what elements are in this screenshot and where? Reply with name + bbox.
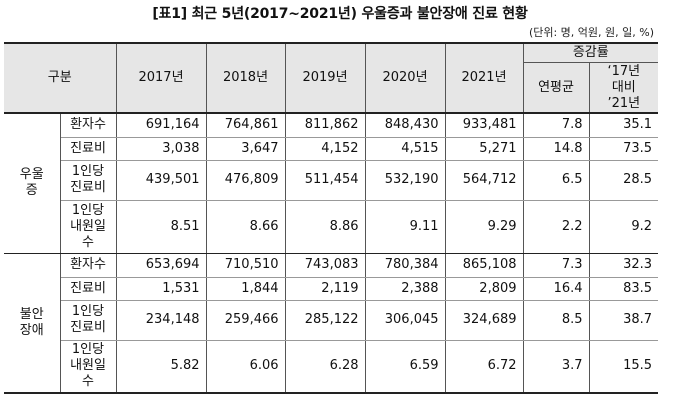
- cell-growth-avg: 14.8: [522, 137, 590, 161]
- cell-value: 6.06: [205, 340, 286, 394]
- table-row: 1인당 내원일 수 5.82 6.06 6.28 6.59 6.72 3.7 15.…: [4, 340, 659, 394]
- row-label: 진료비: [59, 277, 117, 301]
- cell-growth-avg: 7.3: [522, 253, 590, 278]
- cell-growth-compare: 15.5: [588, 340, 659, 394]
- cell-growth-compare: 9.2: [588, 200, 659, 254]
- cell-value: 3,038: [115, 137, 207, 161]
- cell-value: 691,164: [115, 113, 207, 138]
- cell-value: 234,148: [115, 300, 207, 341]
- row-label: 환자수: [59, 113, 117, 138]
- cell-value: 439,501: [115, 160, 207, 201]
- cell-value: 564,712: [444, 160, 524, 201]
- cell-growth-compare: 38.7: [588, 300, 659, 341]
- cell-growth-compare: 35.1: [588, 113, 659, 138]
- cell-value: 4,152: [284, 137, 366, 161]
- cell-value: 532,190: [364, 160, 446, 201]
- header-year: 2020년: [364, 42, 446, 114]
- cell-value: 9.11: [364, 200, 446, 254]
- cell-growth-compare: 83.5: [588, 277, 659, 301]
- row-label: 환자수: [59, 253, 117, 278]
- table-title: [표1] 최근 5년(2017~2021년) 우울증과 불안장애 진료 현황: [152, 6, 528, 22]
- row-label: 1인당 내원일 수: [59, 200, 117, 254]
- cell-growth-avg: 6.5: [522, 160, 590, 201]
- cell-growth-avg: 3.7: [522, 340, 590, 394]
- section-label-depression: 우울 증: [4, 113, 61, 254]
- table-row: 진료비 1,531 1,844 2,119 2,388 2,809 16.4 8…: [4, 277, 659, 301]
- header-year: 2018년: [205, 42, 286, 114]
- cell-value: 811,862: [284, 113, 366, 138]
- header-growth: 증감률: [522, 42, 659, 63]
- cell-growth-avg: 2.2: [522, 200, 590, 254]
- cell-value: 848,430: [364, 113, 446, 138]
- cell-value: 259,466: [205, 300, 286, 341]
- cell-value: 285,122: [284, 300, 366, 341]
- cell-value: 6.59: [364, 340, 446, 394]
- row-label: 진료비: [59, 137, 117, 161]
- cell-value: 476,809: [205, 160, 286, 201]
- cell-value: 1,531: [115, 277, 207, 301]
- header-category: 구분: [4, 42, 117, 114]
- statistics-table: 구분 2017년 2018년 2019년 2020년 2021년 증감률 연평균…: [4, 42, 659, 394]
- cell-value: 1,844: [205, 277, 286, 301]
- table-row: 우울 증 환자수 691,164 764,861 811,862 848,430 …: [4, 113, 659, 254]
- cell-growth-compare: 32.3: [588, 253, 659, 278]
- cell-value: 2,809: [444, 277, 524, 301]
- cell-value: 8.66: [205, 200, 286, 254]
- table-row: 1인당 진료비 234,148 259,466 285,122 306,045 3…: [4, 300, 659, 341]
- table-row: 불안 장애 환자수 653,694 710,510 743,083 780,384…: [4, 253, 659, 394]
- cell-growth-avg: 7.8: [522, 113, 590, 138]
- cell-value: 3,647: [205, 137, 286, 161]
- header-growth-compare: ‘17년 대비 ’21년: [588, 62, 659, 114]
- table-row: 진료비 3,038 3,647 4,152 4,515 5,271 14.8 7…: [4, 137, 659, 161]
- unit-note: (단위: 명, 억원, 원, 일, %): [528, 26, 654, 39]
- row-label: 1인당 진료비: [59, 160, 117, 201]
- cell-value: 511,454: [284, 160, 366, 201]
- cell-value: 743,083: [284, 253, 366, 278]
- row-label: 1인당 진료비: [59, 300, 117, 341]
- cell-growth-avg: 8.5: [522, 300, 590, 341]
- header-growth-avg: 연평균: [522, 62, 590, 114]
- cell-value: 6.28: [284, 340, 366, 394]
- header-year: 2019년: [284, 42, 366, 114]
- table-row: 1인당 진료비 439,501 476,809 511,454 532,190 5…: [4, 160, 659, 201]
- cell-value: 8.86: [284, 200, 366, 254]
- cell-value: 710,510: [205, 253, 286, 278]
- cell-value: 933,481: [444, 113, 524, 138]
- cell-value: 5.82: [115, 340, 207, 394]
- cell-value: 764,861: [205, 113, 286, 138]
- cell-value: 8.51: [115, 200, 207, 254]
- cell-value: 5,271: [444, 137, 524, 161]
- cell-value: 780,384: [364, 253, 446, 278]
- cell-value: 6.72: [444, 340, 524, 394]
- header-year: 2021년: [444, 42, 524, 114]
- cell-growth-compare: 28.5: [588, 160, 659, 201]
- cell-value: 653,694: [115, 253, 207, 278]
- table-row: 1인당 내원일 수 8.51 8.66 8.86 9.11 9.29 2.2 9.2: [4, 200, 659, 254]
- cell-value: 9.29: [444, 200, 524, 254]
- header-year: 2017년: [115, 42, 207, 114]
- section-label-anxiety: 불안 장애: [4, 253, 61, 394]
- cell-growth-compare: 73.5: [588, 137, 659, 161]
- cell-value: 4,515: [364, 137, 446, 161]
- cell-value: 2,388: [364, 277, 446, 301]
- cell-value: 306,045: [364, 300, 446, 341]
- cell-growth-avg: 16.4: [522, 277, 590, 301]
- row-label: 1인당 내원일 수: [59, 340, 117, 394]
- cell-value: 324,689: [444, 300, 524, 341]
- cell-value: 2,119: [284, 277, 366, 301]
- cell-value: 865,108: [444, 253, 524, 278]
